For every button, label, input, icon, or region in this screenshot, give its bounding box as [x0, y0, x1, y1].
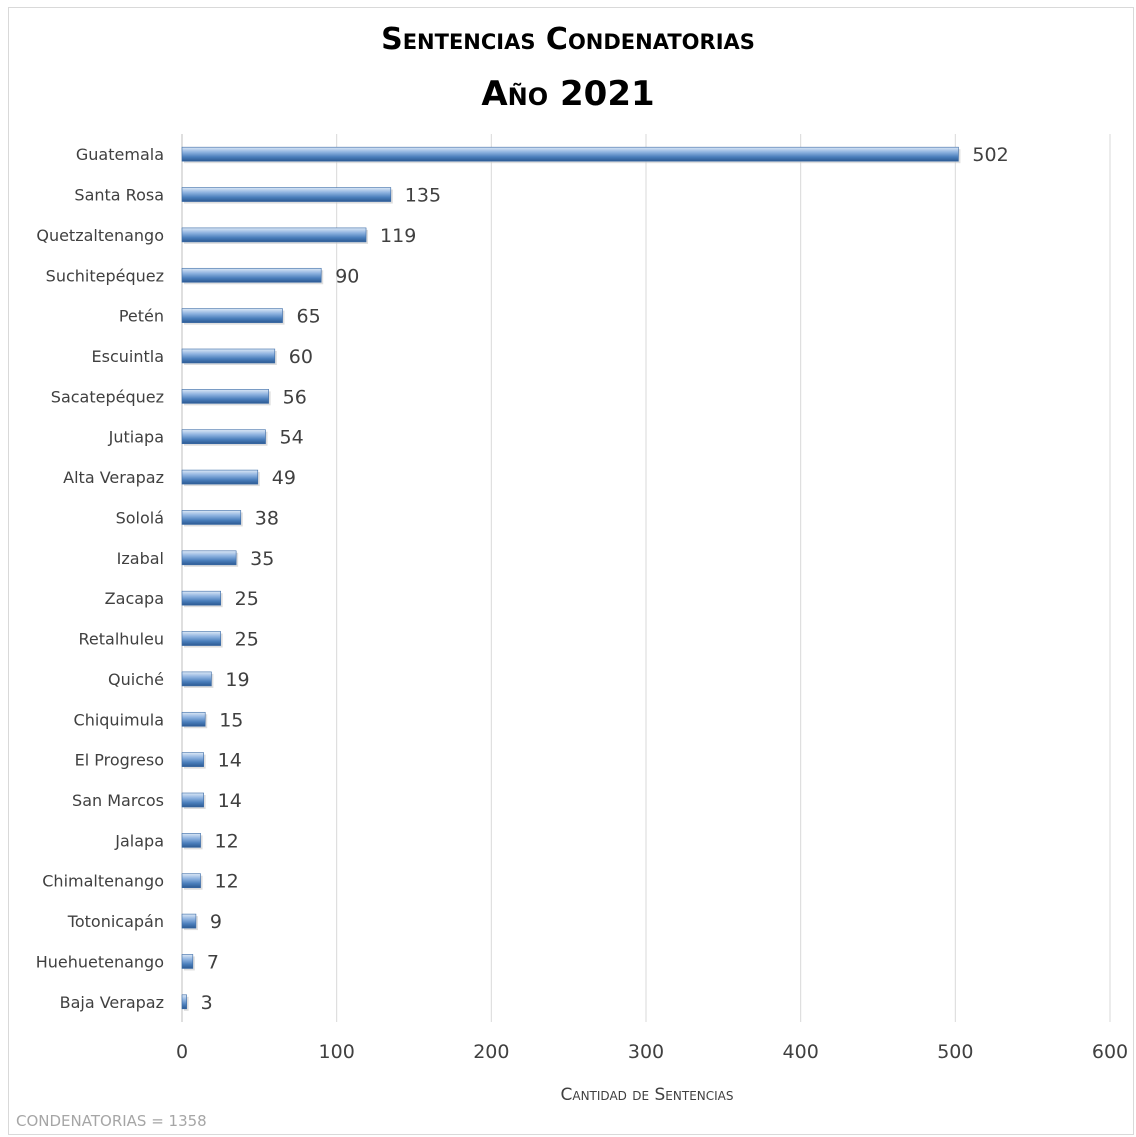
category-label-1: Santa Rosa	[74, 186, 164, 205]
category-label-5: Escuintla	[92, 347, 165, 366]
value-label-7: 54	[280, 427, 304, 449]
bars	[181, 146, 961, 1011]
value-label-14: 15	[219, 709, 243, 731]
value-label-15: 14	[218, 750, 242, 772]
category-label-9: Sololá	[116, 508, 164, 527]
bar-4	[181, 308, 283, 323]
bar-10	[181, 550, 237, 566]
value-label-11: 25	[235, 588, 259, 610]
bar-12	[181, 631, 221, 646]
bar-17	[181, 833, 201, 848]
value-label-13: 19	[225, 669, 249, 691]
category-label-3: Suchitepéquez	[46, 266, 164, 285]
category-label-20: Huehuetenango	[36, 952, 164, 971]
category-label-7: Jutiapa	[108, 428, 164, 447]
bar-15	[181, 752, 204, 767]
category-label-19: Totonicapán	[67, 912, 164, 931]
bar-8	[181, 469, 259, 485]
bar-6	[181, 389, 269, 404]
category-label-8: Alta Verapaz	[63, 468, 164, 487]
category-label-16: San Marcos	[72, 791, 164, 810]
bar-19	[181, 913, 197, 929]
category-label-17: Jalapa	[114, 831, 164, 850]
value-label-19: 9	[210, 911, 222, 933]
value-label-16: 14	[218, 790, 242, 812]
value-label-17: 12	[215, 830, 239, 852]
category-label-18: Chimaltenango	[42, 872, 164, 891]
x-tick-label-500: 500	[937, 1041, 973, 1063]
value-label-8: 49	[272, 467, 296, 489]
value-label-18: 12	[215, 871, 239, 893]
bar-7	[181, 429, 266, 445]
category-label-4: Petén	[119, 307, 164, 326]
value-label-10: 35	[250, 548, 274, 570]
category-label-13: Quiché	[108, 670, 164, 689]
category-label-15: El Progreso	[75, 751, 164, 770]
category-label-2: Quetzaltenango	[36, 226, 164, 245]
bar-9	[181, 510, 242, 525]
chart-title: Sentencias Condenatorias	[381, 22, 755, 57]
bar-21	[181, 994, 187, 1010]
bar-3	[181, 267, 322, 283]
bar-1	[181, 187, 392, 202]
category-label-21: Baja Verapaz	[60, 993, 164, 1012]
footnote-total: CONDENATORIAS = 1358	[16, 1112, 207, 1130]
value-label-21: 3	[201, 992, 213, 1014]
x-tick-label-0: 0	[176, 1041, 188, 1063]
value-label-9: 38	[255, 507, 279, 529]
bar-11	[181, 590, 221, 606]
value-label-1: 135	[405, 185, 441, 207]
value-label-3: 90	[335, 265, 359, 287]
category-label-14: Chiquimula	[74, 710, 164, 729]
value-label-6: 56	[283, 386, 307, 408]
bar-5	[181, 348, 276, 364]
labels: 0 100 200 300 400 500 600 Guatemala 502 Santa Ros…	[36, 144, 1128, 1063]
bar-13	[181, 671, 212, 687]
x-axis-title: Cantidad de Sentencias	[560, 1085, 734, 1105]
value-label-20: 7	[207, 951, 219, 973]
value-label-0: 502	[972, 144, 1008, 166]
bar-18	[181, 873, 201, 889]
bar-0	[181, 146, 959, 162]
x-tick-label-200: 200	[473, 1041, 509, 1063]
category-label-11: Zacapa	[105, 589, 164, 608]
value-label-12: 25	[235, 629, 259, 651]
x-tick-label-300: 300	[628, 1041, 664, 1063]
x-tick-label-400: 400	[783, 1041, 819, 1063]
bar-14	[181, 711, 206, 727]
category-label-10: Izabal	[117, 549, 164, 568]
category-label-6: Sacatepéquez	[51, 387, 164, 406]
bar-2	[181, 227, 367, 243]
x-tick-label-600: 600	[1092, 1041, 1128, 1063]
value-label-2: 119	[380, 225, 416, 247]
chart-subtitle: Año 2021	[481, 74, 655, 114]
bar-16	[181, 792, 204, 808]
category-label-12: Retalhuleu	[79, 630, 164, 649]
value-label-5: 60	[289, 346, 313, 368]
bar-20	[181, 954, 194, 969]
value-label-4: 65	[297, 306, 321, 328]
category-label-0: Guatemala	[76, 145, 164, 164]
x-tick-label-100: 100	[319, 1041, 355, 1063]
gridlines	[181, 134, 1111, 1022]
